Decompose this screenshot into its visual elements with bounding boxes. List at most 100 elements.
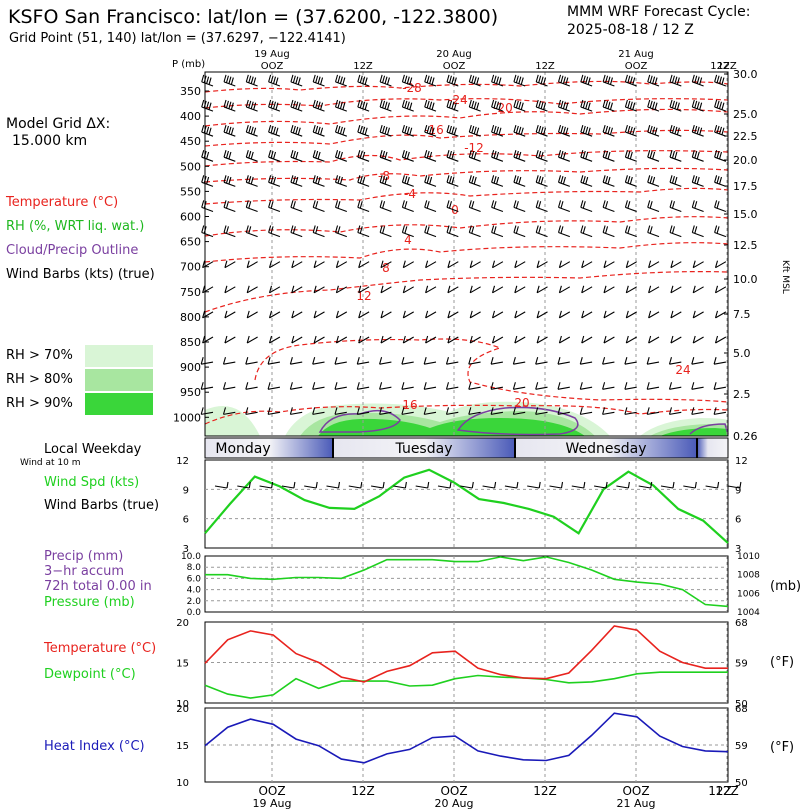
surface-wind-barb (605, 481, 608, 489)
wind-barb (579, 382, 593, 390)
wind-barb (647, 150, 660, 162)
wind-barb (714, 74, 727, 87)
precip-tick-label: 0.0 (187, 608, 202, 618)
wind-barb (692, 285, 704, 294)
wind-barb (424, 200, 437, 213)
legend-cloud: Cloud/Precip Outline (6, 243, 139, 258)
top-date-label: 20 Aug (436, 49, 471, 60)
wind-barb (602, 175, 615, 187)
dewpoint-line (204, 671, 728, 699)
wind-barb (224, 335, 236, 344)
dewpoint-label: Dewpoint (°C) (44, 667, 136, 682)
wind-barb (580, 175, 593, 187)
bottom-date-label: 21 Aug (617, 797, 656, 810)
wind-barb (447, 285, 459, 294)
wind-barb (268, 335, 281, 344)
wind-barb (334, 124, 347, 137)
wind-barb (202, 285, 214, 294)
surface-wind-barb (382, 481, 385, 489)
pressure-tick-label-right: 1008 (737, 571, 760, 581)
bottom-time-label: OOZ (622, 784, 649, 798)
wind-barb (446, 74, 459, 87)
wind-barb (691, 175, 704, 187)
wind-barb (267, 357, 280, 365)
wind-barb (380, 285, 392, 294)
pressure-tick-label: 850 (180, 336, 201, 349)
weekday-band-segment (515, 438, 697, 458)
wind-barb (312, 407, 325, 415)
surface-wind-barb (482, 485, 495, 489)
bottom-time-label: 12Z (708, 784, 732, 798)
wind-barb (624, 382, 637, 390)
rh-legend-70-label: RH > 70% (6, 348, 73, 363)
wind-barb (491, 225, 504, 238)
wind-barb (246, 310, 258, 319)
surface-wind-barb (717, 481, 720, 489)
xsec-frame (204, 71, 729, 437)
top-date-label: 21 Aug (618, 49, 653, 60)
height-axis-title: Kft MSL (780, 260, 790, 294)
wind-barb (402, 285, 414, 294)
wind-barb (425, 335, 437, 344)
wind-barb (535, 407, 548, 415)
bottom-time-label: 12Z (533, 784, 557, 798)
bottom-date-label: 20 Aug (435, 797, 474, 810)
wind-barb (313, 260, 325, 269)
wind-barb (268, 124, 281, 137)
wind-barb (468, 382, 481, 390)
pressure-panel-frame (204, 555, 729, 613)
surface-wind-barb (326, 485, 339, 489)
wind-tick-label: 9 (183, 485, 189, 496)
wind-at-10m: Wind at 10 m (20, 458, 81, 468)
wind-barb (312, 124, 325, 137)
wind-barb (358, 285, 370, 294)
bottom-time-label: 12Z (351, 784, 375, 798)
wind-barb (425, 260, 437, 269)
wind-barb (491, 310, 504, 319)
surface-wind-barb (516, 481, 519, 489)
wind-barb (691, 150, 704, 162)
weekday-band-segment (205, 438, 333, 458)
wind-barb (468, 357, 481, 365)
height-tick-label: 30.0 (733, 68, 758, 81)
heat-tick-label-right: 59 (735, 741, 748, 752)
wind-tick-label: 6 (183, 515, 189, 526)
wind-barb (558, 310, 571, 319)
wind-barb (603, 310, 615, 319)
wind-barb (624, 124, 637, 137)
wind-barb (558, 260, 571, 269)
wind-barb (557, 357, 570, 365)
top-date-label: 19 Aug (254, 49, 289, 60)
weekday-label: Wednesday (565, 441, 646, 457)
wind-barb (313, 285, 325, 294)
wind-barb (691, 124, 704, 137)
precip-accum-label: 3−hr accum (44, 564, 125, 579)
wind-barb (245, 99, 258, 112)
wind-barb (557, 407, 570, 415)
wind-barb (358, 310, 370, 319)
pressure-tick-label: 950 (180, 386, 201, 399)
wind-barb (581, 335, 593, 344)
wind-barb (647, 74, 660, 87)
wind-barb (401, 175, 414, 187)
wind-tick-label-right: 6 (735, 515, 741, 526)
legend-temperature: Temperature (°C) (6, 195, 119, 210)
wind-barb (668, 382, 682, 390)
wind-speed-label: Wind Spd (kts) (44, 475, 140, 490)
wind-barb (513, 225, 526, 238)
wind-barb (335, 260, 348, 269)
wind-barb (245, 357, 258, 365)
wind-barb (513, 74, 526, 87)
wind-barb (668, 357, 682, 365)
wind-barb (713, 357, 726, 365)
wind-barb (224, 310, 236, 319)
temperature-contour-label: -24 (448, 93, 468, 107)
wind-barb (357, 150, 370, 162)
wind-barb (514, 335, 526, 344)
wind-barb (424, 175, 437, 187)
wind-barb (714, 150, 727, 162)
wind-barb (669, 150, 682, 162)
wind-barb (714, 124, 727, 137)
wind-barb (624, 99, 637, 112)
